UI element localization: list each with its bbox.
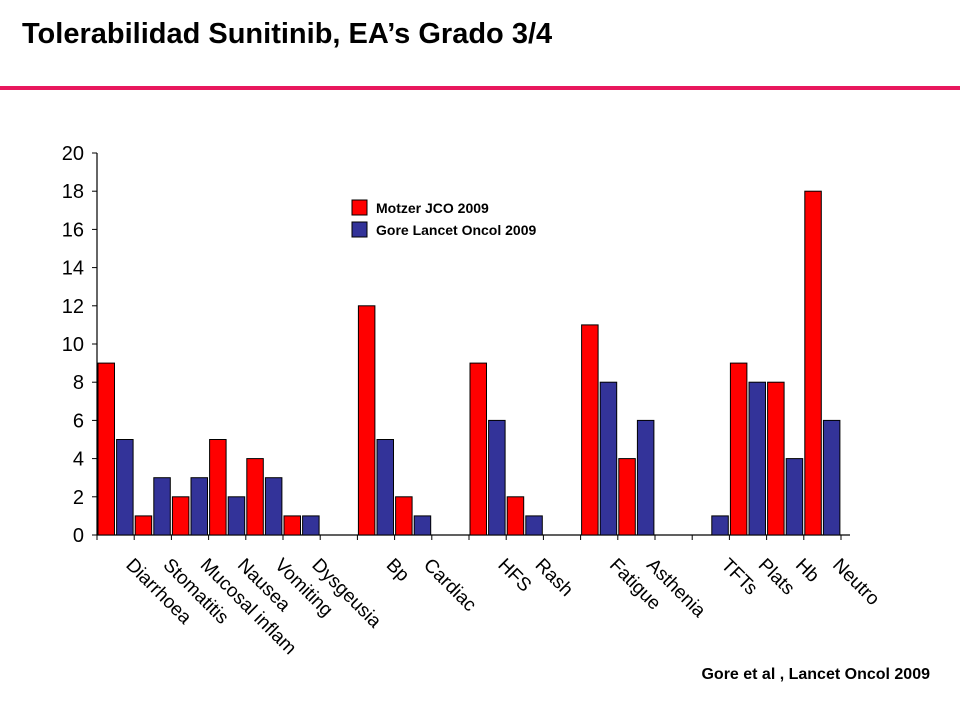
- bar-motzer: [618, 458, 636, 536]
- bar-motzer: [729, 362, 748, 536]
- bar-gore: [525, 515, 543, 536]
- bar-gore: [748, 381, 766, 536]
- bar-motzer: [283, 515, 301, 536]
- bar-motzer: [171, 496, 190, 536]
- legend-label: Motzer JCO 2009: [376, 200, 489, 216]
- slide-title: Tolerabilidad Sunitinib, EA’s Grado 3/4: [22, 18, 553, 50]
- y-tick-label: 6: [73, 410, 84, 432]
- x-category-label: HFS: [493, 555, 535, 597]
- y-tick-label: 0: [73, 525, 84, 547]
- x-category-label: Bp: [382, 555, 413, 586]
- y-tick-label: 18: [62, 181, 84, 203]
- legend-swatch: [351, 199, 368, 216]
- bar-gore: [488, 419, 506, 536]
- bar-gore: [413, 515, 432, 536]
- bar-motzer: [209, 439, 227, 536]
- x-category-label: Cardiac: [419, 555, 480, 616]
- bar-motzer: [506, 496, 525, 536]
- bar-gore: [599, 381, 618, 536]
- y-tick-label: 2: [73, 487, 84, 509]
- x-category-label: Rash: [531, 555, 577, 601]
- y-tick-label: 4: [73, 449, 84, 471]
- bar-motzer: [246, 458, 264, 536]
- title-divider: [0, 86, 960, 90]
- x-category-label: TFTs: [717, 555, 762, 600]
- x-category-label: Neutro: [828, 555, 883, 610]
- bar-gore: [376, 439, 394, 536]
- bar-motzer: [804, 190, 822, 536]
- bar-motzer: [357, 305, 376, 536]
- y-tick-label: 8: [73, 372, 84, 394]
- bar-gore: [190, 477, 208, 536]
- bar-motzer: [767, 381, 785, 536]
- bar-gore: [153, 477, 171, 536]
- bar-motzer: [469, 362, 487, 536]
- bar-gore: [116, 439, 134, 536]
- legend-swatch: [351, 221, 368, 238]
- y-tick-label: 12: [62, 296, 84, 318]
- x-category-label: Plats: [754, 555, 799, 600]
- y-tick-label: 16: [62, 219, 84, 241]
- citation: Gore et al , Lancet Oncol 2009: [701, 666, 930, 683]
- bar-gore: [785, 458, 804, 536]
- bar-gore: [636, 419, 655, 536]
- legend-label: Gore Lancet Oncol 2009: [376, 222, 536, 238]
- bar-gore: [711, 515, 729, 536]
- bar-gore: [227, 496, 246, 536]
- bar-gore: [822, 419, 841, 536]
- bar-motzer: [581, 324, 599, 536]
- y-tick-label: 10: [62, 334, 84, 356]
- bar-motzer: [395, 496, 413, 536]
- bar-gore: [264, 477, 283, 536]
- bar-gore: [302, 515, 320, 536]
- bar-motzer: [97, 362, 115, 536]
- bar-motzer: [134, 515, 153, 536]
- y-tick-label: 14: [62, 258, 84, 280]
- y-tick-label: 20: [62, 143, 84, 165]
